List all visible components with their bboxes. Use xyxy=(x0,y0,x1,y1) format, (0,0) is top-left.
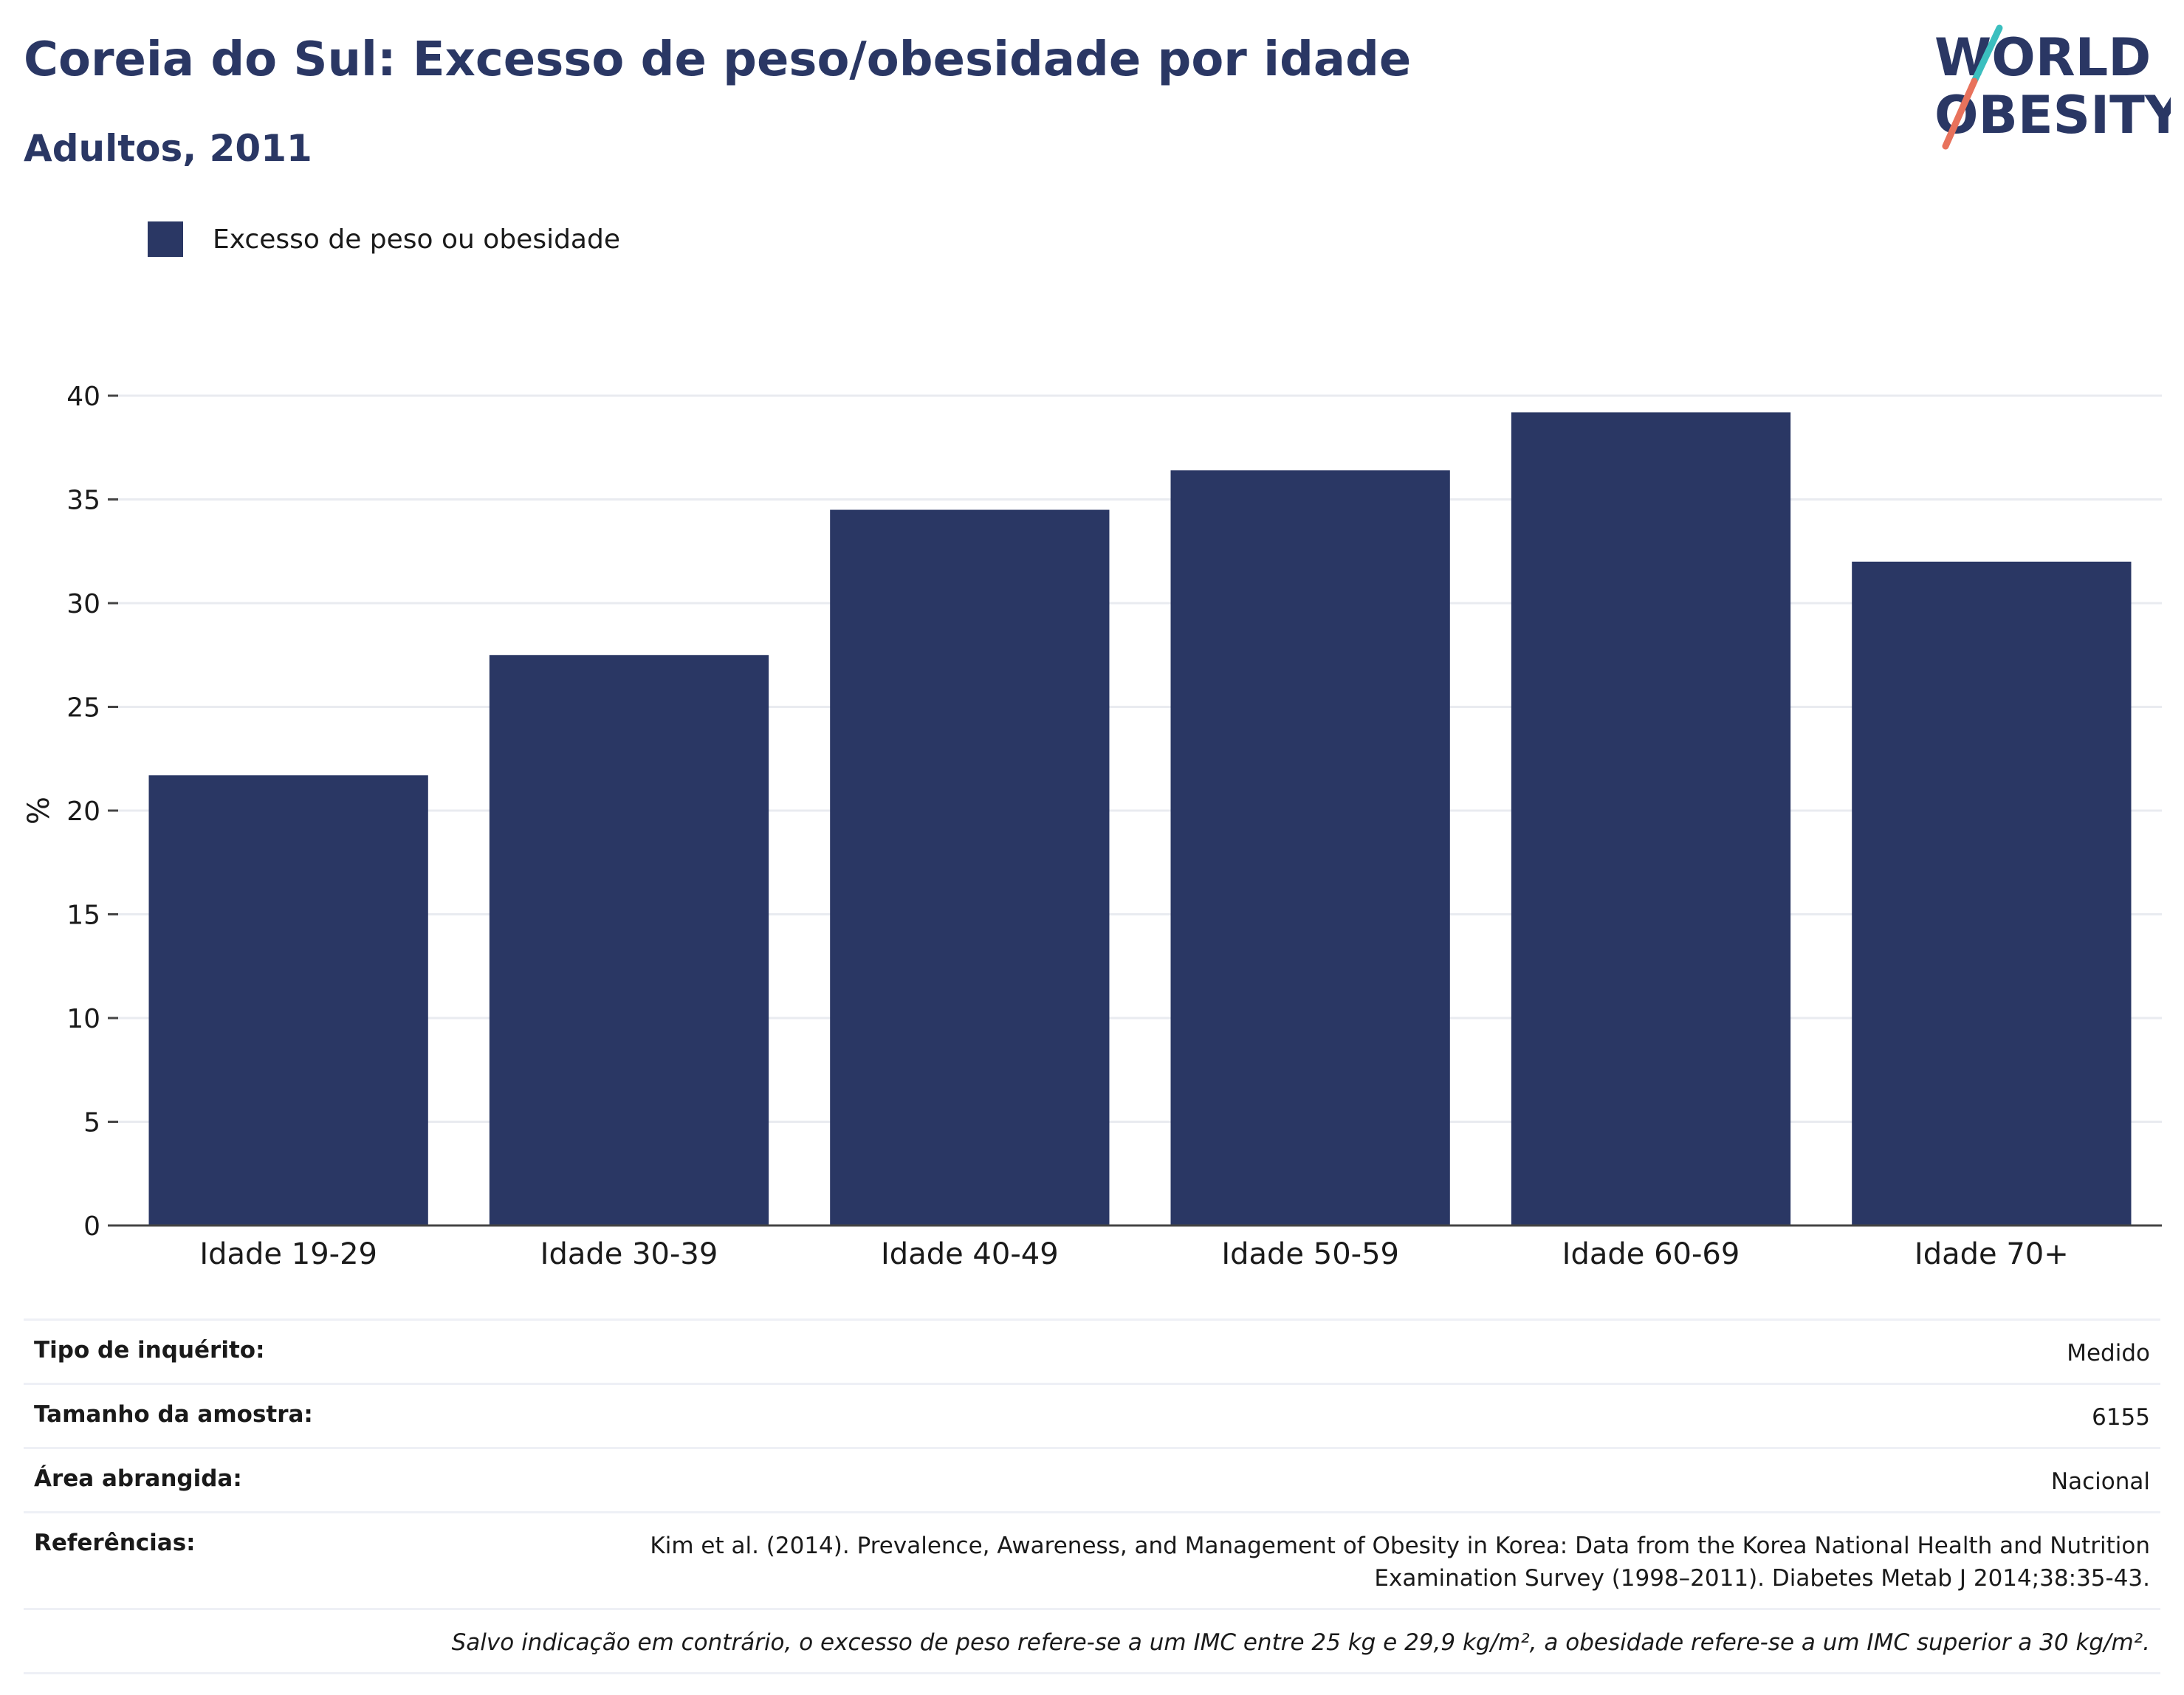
y-axis-label: % xyxy=(22,797,56,825)
info-row-note: Salvo indicação em contrário, o excesso … xyxy=(24,1608,2160,1674)
x-tick-label: Idade 60-69 xyxy=(1562,1237,1740,1270)
references-value: Kim et al. (2014). Prevalence, Awareness… xyxy=(650,1533,2150,1592)
references-label: Referências: xyxy=(34,1530,196,1556)
bar xyxy=(489,655,769,1225)
legend-swatch xyxy=(148,221,183,257)
x-tick-label: Idade 70+ xyxy=(1915,1237,2069,1270)
info-row-area: Área abrangida: Nacional xyxy=(24,1447,2160,1511)
bar xyxy=(148,775,428,1225)
logo-slash-top xyxy=(1971,24,2003,85)
y-tick-label: 35 xyxy=(66,486,100,516)
footnote: Salvo indicação em contrário, o excesso … xyxy=(451,1629,2150,1656)
y-tick-label: 5 xyxy=(83,1108,100,1138)
chart-subtitle: Adultos, 2011 xyxy=(24,127,312,170)
info-table: Tipo de inquérito: Medido Tamanho da amo… xyxy=(24,1318,2160,1674)
area-value: Nacional xyxy=(2050,1468,2150,1495)
y-tick-label: 30 xyxy=(66,589,100,619)
x-tick-label: Idade 19-29 xyxy=(199,1237,377,1270)
y-tick-label: 25 xyxy=(66,693,100,723)
survey-type-value: Medido xyxy=(2067,1340,2150,1366)
info-row-references: Referências: Kim et al. (2014). Prevalen… xyxy=(24,1511,2160,1608)
sample-size-label: Tamanho da amostra: xyxy=(34,1401,313,1428)
y-tick-label: 40 xyxy=(66,382,100,412)
info-row-sample-size: Tamanho da amostra: 6155 xyxy=(24,1383,2160,1447)
x-tick-label: Idade 40-49 xyxy=(881,1237,1059,1270)
logo-slash-bottom xyxy=(1942,78,1978,150)
x-tick-label: Idade 50-59 xyxy=(1221,1237,1399,1270)
logo-line2: OBESITY xyxy=(1934,85,2171,145)
bar-chart: 0 5 10 15 20 25 30 35 40% Idade 19-29 Idade 30-39 I… xyxy=(22,382,2162,1270)
y-tick-label: 20 xyxy=(66,797,100,827)
y-tick-label: 15 xyxy=(66,901,100,931)
area-label: Área abrangida: xyxy=(34,1465,242,1492)
logo-line1: WORLD xyxy=(1934,27,2151,88)
legend-label: Excesso de peso ou obesidade xyxy=(213,224,620,255)
bar xyxy=(1511,412,1791,1225)
survey-type-label: Tipo de inquérito: xyxy=(34,1337,265,1364)
sample-size-value: 6155 xyxy=(2092,1404,2150,1431)
y-tick-label: 10 xyxy=(66,1004,100,1034)
legend: Excesso de peso ou obesidade xyxy=(148,221,620,257)
bar xyxy=(830,509,1110,1225)
bar xyxy=(1170,470,1450,1225)
bar xyxy=(1852,561,2132,1225)
y-tick-label: 0 xyxy=(83,1211,100,1242)
world-obesity-logo: WORLD OBESITY xyxy=(1934,24,2171,150)
info-row-survey-type: Tipo de inquérito: Medido xyxy=(24,1318,2160,1383)
chart-title: Coreia do Sul: Excesso de peso/obesidade… xyxy=(24,32,1412,87)
x-tick-label: Idade 30-39 xyxy=(540,1237,718,1270)
